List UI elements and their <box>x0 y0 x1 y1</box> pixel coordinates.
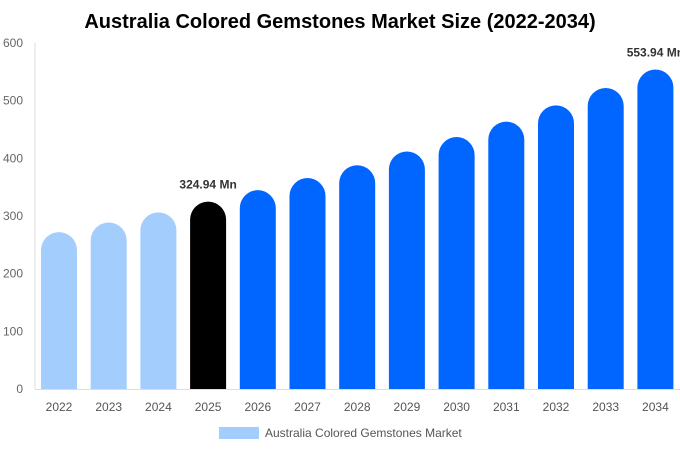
bar-2030 <box>438 137 475 389</box>
x-tick-label: 2022 <box>46 400 73 414</box>
y-tick-label: 600 <box>3 36 23 50</box>
x-tick-label: 2034 <box>642 400 669 414</box>
data-label: 553.94 Mn <box>627 46 680 60</box>
bar-2033 <box>587 87 624 389</box>
bar-2034 <box>637 69 674 389</box>
bar-2025 <box>190 201 227 389</box>
x-tick-label: 2032 <box>543 400 570 414</box>
x-tick-label: 2023 <box>95 400 122 414</box>
bar-2027 <box>289 178 326 389</box>
x-tick-label: 2028 <box>344 400 371 414</box>
y-tick-label: 200 <box>3 267 23 281</box>
y-tick-label: 500 <box>3 94 23 108</box>
x-tick-label: 2031 <box>493 400 520 414</box>
x-tick-label: 2025 <box>195 400 222 414</box>
y-tick-label: 0 <box>16 382 23 396</box>
bar-2032 <box>538 105 574 389</box>
x-tick-label: 2024 <box>145 400 172 414</box>
legend-swatch <box>219 427 259 439</box>
bar-2029 <box>388 151 425 389</box>
legend: Australia Colored Gemstones Market <box>219 426 462 440</box>
bar-2026 <box>239 190 276 389</box>
x-tick-label: 2026 <box>244 400 271 414</box>
x-tick-label: 2030 <box>443 400 470 414</box>
chart-title: Australia Colored Gemstones Market Size … <box>84 11 595 33</box>
bar-2024 <box>140 212 177 389</box>
bar-2023 <box>90 222 127 389</box>
y-tick-label: 100 <box>3 324 23 338</box>
y-tick-label: 400 <box>3 151 23 165</box>
y-tick-label: 300 <box>3 209 23 223</box>
data-label: 324.94 Mn <box>179 178 236 192</box>
legend-label: Australia Colored Gemstones Market <box>265 426 462 440</box>
bar-2028 <box>339 165 376 389</box>
bar-2031 <box>488 121 525 389</box>
x-tick-label: 2029 <box>394 400 421 414</box>
x-tick-label: 2033 <box>592 400 619 414</box>
bar-2022 <box>41 232 77 389</box>
x-tick-label: 2027 <box>294 400 321 414</box>
